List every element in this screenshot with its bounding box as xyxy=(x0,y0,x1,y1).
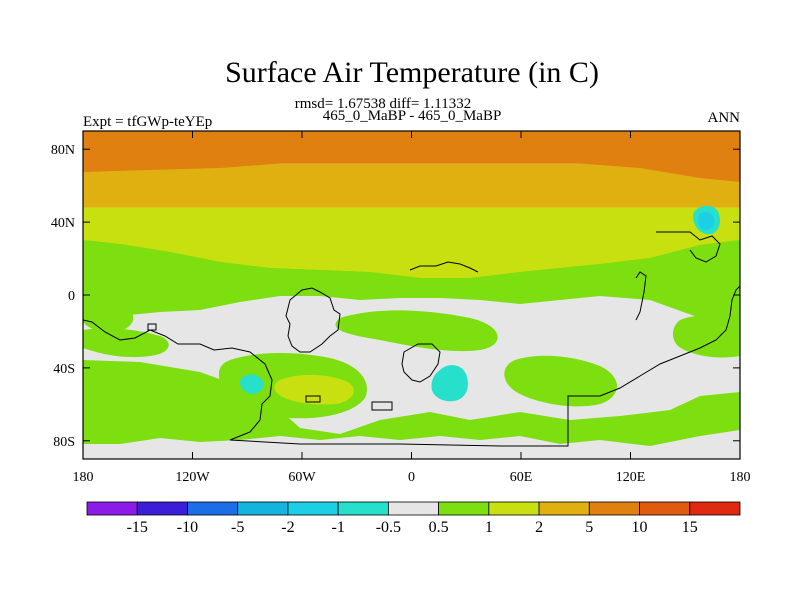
colorbar-swatch xyxy=(689,501,741,516)
subtropical-patch xyxy=(83,218,740,278)
anomaly-patches-layer xyxy=(83,131,740,446)
colorbar-level-label: -10 xyxy=(177,519,198,536)
indian-ocean-warm-patch xyxy=(504,355,617,407)
y-axis-ticks: 80N 40N 0 40S 80S xyxy=(51,143,740,450)
x-tick-label: 120W xyxy=(175,470,210,485)
center-label: 465_0_MaBP - 465_0_MaBP xyxy=(323,108,502,124)
season-label: ANN xyxy=(708,110,741,126)
colorbar-level-label: 0.5 xyxy=(429,519,449,536)
colorbar-level-label: 2 xyxy=(535,519,543,536)
colorbar-level-label: -2 xyxy=(281,519,294,536)
colorbar-swatch xyxy=(488,501,540,516)
continent-north-block xyxy=(285,287,341,353)
east-asia-cold-core xyxy=(698,211,715,230)
y-tick-label: 80N xyxy=(51,143,75,158)
stats-line: rmsd= 1.67538 diff= 1.11332 xyxy=(295,96,472,112)
x-axis-ticks: 180 120W 60W 0 60E 120E 180 xyxy=(73,131,751,485)
south-atlantic-cold-patch xyxy=(431,365,468,402)
southern-band-patch xyxy=(83,328,169,358)
y-tick-label: 80S xyxy=(53,435,75,450)
band-northern-mid xyxy=(83,163,740,208)
island-small-1 xyxy=(371,401,393,411)
colorbar-swatch xyxy=(588,501,640,516)
x-tick-label: 0 xyxy=(408,470,415,485)
colorbar-level-label: -15 xyxy=(127,519,148,536)
continent-gondwana xyxy=(229,285,740,447)
continent-east-coast xyxy=(635,271,647,321)
colorbar-level-label: -1 xyxy=(331,519,344,536)
colorbar-swatch xyxy=(187,501,239,516)
colorbar-swatch xyxy=(136,501,188,516)
tropical-warm-patch xyxy=(83,240,740,320)
chart-title: Surface Air Temperature (in C) xyxy=(225,56,599,89)
south-pacific-core-patch xyxy=(274,374,354,405)
continent-northern-edge xyxy=(409,261,479,273)
colorbar-swatch xyxy=(639,501,691,516)
colorbar-level-label: -0.5 xyxy=(376,519,401,536)
colorbar-swatch xyxy=(86,501,138,516)
colorbar-level-label: 15 xyxy=(682,519,698,536)
colorbar-level-label: 5 xyxy=(585,519,593,536)
colorbar-swatch xyxy=(337,501,389,516)
map-plot-area xyxy=(82,130,741,460)
east-pacific-warm-patch xyxy=(672,314,740,358)
arctic-warm-patch xyxy=(83,131,740,182)
x-tick-label: 180 xyxy=(73,470,94,485)
y-tick-label: 40S xyxy=(53,362,75,377)
y-tick-label: 40N xyxy=(51,216,75,231)
west-pacific-warm-patch xyxy=(83,298,134,333)
southern-west-patch xyxy=(83,360,740,446)
south-pacific-cold-patch xyxy=(240,374,264,394)
colorbar-level-label: 1 xyxy=(485,519,493,536)
south-atlantic-warm-patch xyxy=(335,310,498,352)
x-tick-label: 120E xyxy=(616,470,646,485)
colorbar-level-label: -5 xyxy=(231,519,244,536)
x-tick-label: 180 xyxy=(730,470,751,485)
island-small-3 xyxy=(147,323,157,331)
continent-outlines xyxy=(83,231,740,447)
continent-east-asia xyxy=(656,231,721,263)
continent-south xyxy=(83,319,273,441)
colorbar-swatch xyxy=(387,501,440,516)
continent-islands xyxy=(401,343,441,383)
colorbar: -15 -10 -5 -2 -1 -0.5 0.5 1 2 5 10 15 xyxy=(86,501,741,536)
x-tick-label: 60E xyxy=(510,470,533,485)
y-tick-label: 0 xyxy=(68,289,75,304)
island-small-2 xyxy=(305,395,321,403)
colorbar-swatch xyxy=(538,501,590,516)
colorbar-level-label: 10 xyxy=(632,519,648,536)
experiment-label: Expt = tfGWp-teYEp xyxy=(83,114,212,130)
x-tick-label: 60W xyxy=(288,470,316,485)
colorbar-swatch xyxy=(287,501,339,516)
colorbar-swatch xyxy=(438,501,490,516)
colorbar-swatch xyxy=(237,501,289,516)
